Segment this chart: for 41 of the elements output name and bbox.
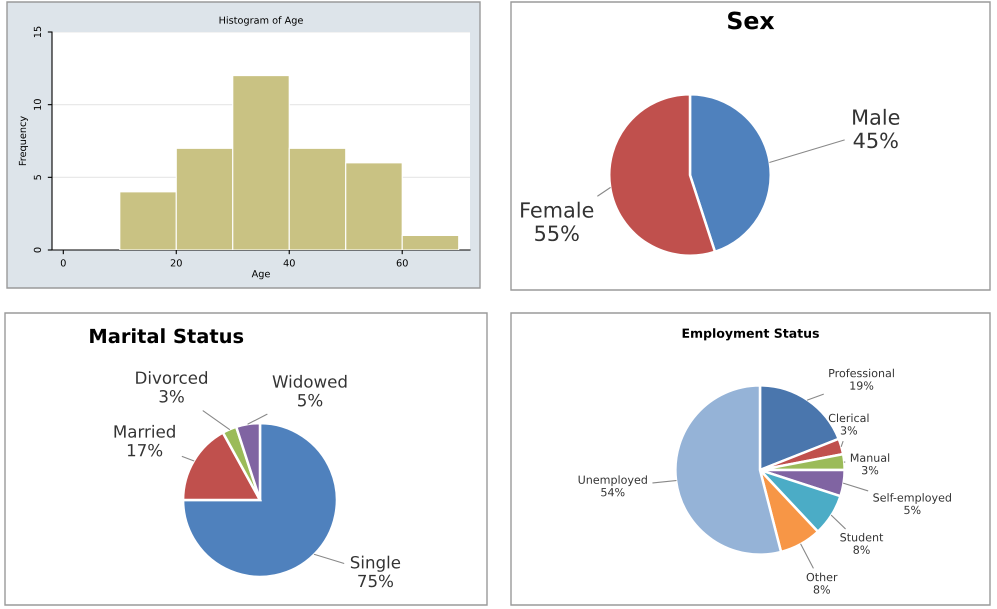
slice-label: Other: [806, 572, 838, 582]
data-label: 54%: [601, 488, 625, 496]
data-label: 3%: [862, 466, 878, 474]
y-tick-label: 10: [34, 99, 42, 110]
chart-title: Employment Status: [682, 328, 819, 340]
slice-label: Widowed: [272, 374, 346, 388]
slice-label: Married: [114, 424, 175, 438]
slice-label: Male: [853, 108, 900, 125]
y-tick-label: 15: [34, 26, 42, 38]
slice-label: Professional: [829, 368, 894, 378]
data-label: 5%: [298, 394, 322, 406]
data-label: 5%: [904, 506, 921, 514]
data-label: 3%: [840, 426, 858, 435]
slice-label: Clerical: [828, 414, 868, 422]
y-axis-title: Frequency: [18, 116, 28, 166]
slice-label: Female: [521, 202, 594, 218]
slice-label: Self-employed: [873, 493, 951, 504]
slice-label: Single: [350, 556, 400, 572]
slice-label: Unemployed: [578, 475, 647, 486]
chart-title: Histogram of Age: [220, 16, 303, 26]
slice-label: Divorced: [136, 371, 208, 384]
y-tick-label: 0: [34, 248, 42, 252]
x-tick-label: 0: [60, 259, 66, 267]
data-label: 75%: [358, 574, 393, 588]
x-tick-label: 40: [284, 259, 295, 267]
x-tick-label: 60: [396, 259, 408, 267]
pie-slice: [182, 422, 338, 578]
x-tick-label: 20: [170, 259, 182, 267]
data-label: 45%: [854, 132, 898, 148]
data-label: 8%: [814, 585, 830, 594]
chart-title: Marital Status: [90, 328, 244, 344]
y-tick-label: 5: [34, 175, 42, 180]
data-label: 55%: [535, 225, 579, 242]
x-axis-title: Age: [252, 270, 270, 280]
data-label: 19%: [850, 381, 874, 390]
data-label: 17%: [128, 444, 162, 456]
chart-title: Sex: [728, 12, 774, 30]
slice-label: Manual: [850, 453, 890, 462]
data-label: 8%: [853, 546, 870, 554]
data-label: 3%: [160, 390, 184, 403]
slice-label: Student: [840, 532, 884, 542]
